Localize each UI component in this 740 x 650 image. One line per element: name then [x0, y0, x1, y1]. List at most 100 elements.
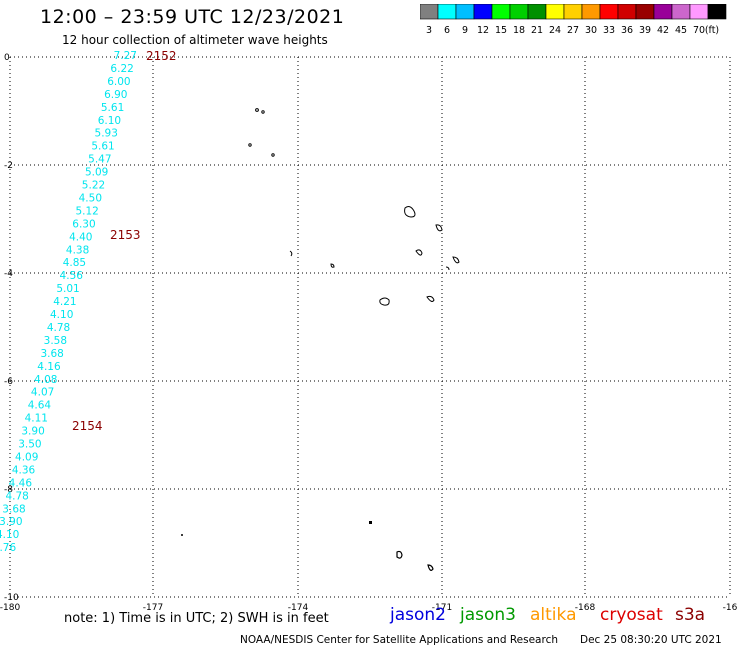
wave-height-label: 5.47 — [88, 154, 111, 166]
longitude-label: -171 — [432, 603, 452, 613]
latitude-label: -2 — [4, 161, 13, 171]
wave-height-label: 3.90 — [0, 516, 23, 528]
time-label: 2152 — [146, 49, 177, 63]
islands — [181, 108, 460, 571]
time-label: 2153 — [110, 228, 141, 242]
wave-height-label: 5.61 — [91, 141, 114, 153]
satellite-label-cryosat: cryosat — [600, 605, 663, 625]
color-legend: 3 6 9 12 15 18 21 24 27 30 33 36 39 42 45 70 (ft) — [420, 4, 727, 36]
longitude-label: -177 — [143, 603, 163, 613]
wave-height-label: 4.64 — [28, 400, 52, 412]
wave-height-label: 5.12 — [75, 205, 98, 217]
legend-label: 9 — [462, 25, 468, 36]
latitude-label: -6 — [4, 377, 13, 387]
satellite-label-s3a: s3a — [675, 605, 706, 625]
legend-label: 33 — [603, 25, 615, 36]
wave-height-label: 6.90 — [104, 89, 127, 101]
wave-height-label: 5.22 — [82, 180, 105, 192]
latitude-label: -4 — [4, 269, 13, 279]
timestamp-text: Dec 25 08:30:20 UTC 2021 — [580, 634, 722, 646]
legend-label: 24 — [549, 25, 561, 36]
wave-height-label: 3.50 — [18, 439, 41, 451]
page-subtitle: 12 hour collection of altimeter wave hei… — [62, 33, 328, 47]
island-outline — [426, 295, 435, 302]
satellite-label-jason3: jason3 — [460, 605, 516, 625]
island-outline — [427, 564, 434, 571]
wave-height-label: 5.61 — [101, 102, 124, 114]
island-outline — [289, 250, 293, 257]
legend-label: 36 — [621, 25, 633, 36]
wave-height-label: 6.30 — [72, 218, 95, 230]
wave-height-label: 4.21 — [53, 296, 76, 308]
satellite-label-altika: altika — [530, 605, 577, 625]
wave-height-label: 4.78 — [47, 322, 70, 334]
island-outline — [379, 297, 390, 306]
wave-height-label: 4.09 — [15, 451, 38, 463]
legend-label: 39 — [639, 25, 651, 36]
legend-label: (ft) — [705, 25, 719, 36]
wave-height-label: 4.78 — [5, 490, 28, 502]
longitude-label: -16 — [723, 603, 738, 613]
wave-height-label: 3.58 — [44, 335, 67, 347]
wave-height-label: 3.90 — [21, 426, 44, 438]
longitude-label: -168 — [575, 603, 596, 613]
legend-label: 3 — [426, 25, 432, 36]
island-outline — [445, 266, 450, 271]
legend-label: 12 — [477, 25, 489, 36]
wave-height-label: 4.38 — [66, 244, 89, 256]
longitude-label: -180 — [0, 603, 20, 613]
wave-height-label: 4.10 — [0, 529, 19, 541]
wave-height-label: 7.27 — [114, 50, 137, 62]
legend-label: 45 — [675, 25, 687, 36]
page-title: 12:00 – 23:59 UTC 12/23/2021 — [40, 6, 345, 28]
satellite-label-jason2: jason2 — [390, 605, 446, 625]
island-outline — [396, 550, 403, 559]
island-outline — [369, 521, 372, 524]
wave-height-label: 6.22 — [110, 63, 133, 75]
latitude-label: -8 — [4, 485, 13, 495]
island-outline — [255, 108, 259, 112]
credit-text: NOAA/NESDIS Center for Satellite Applica… — [240, 634, 558, 646]
altimeter-track: 7.276.226.006.905.616.105.935.615.475.09… — [0, 49, 177, 554]
wave-height-label: 4.46 — [9, 477, 33, 489]
longitude-label: -174 — [288, 603, 309, 613]
wave-height-label: 6.10 — [98, 115, 121, 127]
legend-label: 27 — [567, 25, 579, 36]
wave-height-label: 4.36 — [12, 464, 36, 476]
wave-height-label: 4.40 — [69, 231, 92, 243]
island-outline — [452, 256, 460, 264]
island-outline — [435, 224, 443, 232]
wave-height-label: 4.11 — [25, 413, 48, 425]
note-text: note: 1) Time is in UTC; 2) SWH is in fe… — [64, 611, 329, 626]
wave-height-label: 4.10 — [50, 309, 73, 321]
legend-label: 30 — [585, 25, 597, 36]
wave-height-label: 3.68 — [2, 503, 25, 515]
island-outline — [181, 534, 183, 536]
wave-height-label: 4.56 — [60, 270, 84, 282]
latitude-label: -10 — [4, 593, 19, 603]
island-outline — [404, 206, 416, 218]
legend-label: 15 — [495, 25, 507, 36]
wave-height-label: 4.08 — [34, 374, 57, 386]
legend-label: 18 — [513, 25, 525, 36]
wave-height-label: 5.09 — [85, 167, 108, 179]
wave-height-label: 4.07 — [31, 387, 54, 399]
legend-label: 70 — [693, 25, 705, 36]
wave-height-label: 4.85 — [63, 257, 86, 269]
island-outline — [330, 263, 335, 268]
wave-height-label: 4.50 — [79, 192, 102, 204]
wave-height-label: 3.76 — [0, 542, 16, 554]
island-outline — [261, 110, 265, 114]
island-outline — [271, 153, 275, 157]
legend-label: 6 — [444, 25, 450, 36]
legend-label: 42 — [657, 25, 669, 36]
island-outline — [248, 143, 252, 147]
axis-labels: -180 -177 -174 -171 -168 -16 0 -2 -4 -6 -8 -10 — [0, 53, 738, 613]
time-label: 2154 — [72, 419, 103, 433]
wave-height-label: 6.00 — [107, 76, 130, 88]
grid-lines — [9, 56, 731, 598]
island-outline — [415, 249, 423, 256]
legend-swatch — [707, 4, 727, 20]
wave-height-label: 4.16 — [37, 361, 61, 373]
